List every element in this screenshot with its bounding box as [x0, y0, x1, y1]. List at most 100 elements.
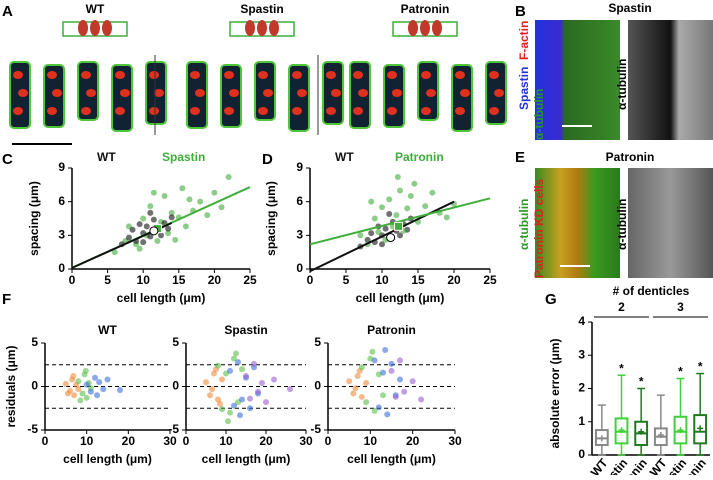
x-tick-label: 10	[137, 273, 151, 287]
x-tick-label: 10	[219, 434, 233, 448]
point	[263, 399, 269, 406]
point	[211, 189, 218, 196]
point	[82, 367, 89, 374]
group-label: Patronin	[401, 2, 450, 16]
mean-marker	[657, 432, 664, 439]
x-tick-label: 0	[325, 434, 332, 448]
x-tick-label: 10	[80, 434, 94, 448]
denticle	[489, 107, 499, 115]
x-tick-label: 20	[208, 273, 222, 287]
x-tick-label: 10	[364, 434, 378, 448]
point	[357, 232, 364, 239]
denticle	[81, 71, 91, 79]
channel-label: α-tubulin	[615, 59, 629, 110]
schematic-denticle	[269, 20, 279, 36]
mean-marker	[598, 435, 605, 442]
panel-label: C	[2, 151, 13, 168]
x-axis-label: cell length (μm)	[356, 291, 445, 305]
point	[407, 193, 414, 200]
x-tick-label: 25	[243, 273, 257, 287]
point	[79, 390, 86, 397]
mean-marker	[638, 428, 645, 435]
point	[363, 380, 370, 387]
point	[140, 239, 147, 246]
panel-label: D	[262, 151, 273, 168]
point	[71, 392, 78, 399]
point	[104, 376, 111, 383]
point	[100, 386, 107, 393]
point	[251, 360, 257, 367]
point	[418, 396, 425, 403]
point	[388, 367, 395, 374]
y-tick-label: 6	[296, 194, 303, 208]
cell	[111, 64, 133, 132]
point	[396, 376, 403, 383]
point	[140, 215, 147, 222]
point	[136, 221, 143, 228]
point	[239, 366, 245, 373]
y-tick-label: 0	[314, 379, 321, 393]
denticle	[455, 71, 465, 79]
denticle	[47, 107, 57, 115]
denticle	[353, 107, 363, 115]
significance-star: *	[619, 361, 624, 375]
point	[150, 216, 157, 223]
point	[83, 394, 90, 401]
point	[429, 189, 436, 196]
point	[379, 204, 385, 211]
point	[179, 185, 186, 192]
point	[217, 400, 223, 407]
schematic-denticle	[420, 20, 430, 36]
point	[129, 226, 136, 233]
point	[215, 362, 221, 369]
y-tick-label: 1	[578, 414, 585, 428]
point	[75, 386, 82, 393]
denticle	[224, 71, 234, 79]
denticle	[18, 89, 28, 97]
point	[259, 380, 265, 387]
point	[368, 230, 375, 237]
point	[397, 232, 403, 239]
panel-label: E	[515, 149, 525, 166]
denticle	[392, 89, 402, 97]
panel-label: F	[2, 291, 11, 308]
point	[371, 357, 378, 364]
y-tick-label: 3	[58, 228, 65, 242]
denticle	[190, 71, 200, 79]
denticle	[86, 89, 96, 97]
mean-marker	[394, 221, 404, 231]
point	[165, 225, 172, 232]
group-label: WT	[86, 2, 105, 16]
x-tick-label: 5	[104, 273, 111, 287]
significance-star: *	[698, 360, 703, 374]
significance-star: *	[639, 375, 644, 389]
point	[117, 386, 123, 393]
point	[346, 378, 353, 385]
point	[204, 212, 211, 219]
y-tick-label: 5	[314, 335, 321, 349]
point	[375, 228, 382, 235]
micrograph	[628, 20, 713, 140]
channel-label: Patronin KD cells	[532, 178, 546, 278]
point	[168, 209, 175, 216]
denticle	[331, 89, 341, 97]
point	[380, 369, 387, 376]
point	[287, 386, 293, 393]
x-tick-label: 0	[42, 434, 49, 448]
y-axis-label: spacing (μm)	[264, 181, 278, 256]
micrograph	[535, 20, 620, 140]
channel-label: Spastin	[517, 67, 531, 110]
denticle	[455, 107, 465, 115]
panel-title: Patronin	[606, 150, 655, 164]
point	[237, 412, 243, 419]
y-tick-label: 5	[172, 335, 179, 349]
denticle	[494, 89, 504, 97]
denticle	[52, 89, 62, 97]
channel-label: F-actin	[517, 21, 531, 60]
y-tick-label: 0	[31, 379, 38, 393]
schematic-denticle	[257, 20, 267, 36]
denticle	[13, 107, 23, 115]
mean-marker	[618, 427, 625, 434]
point	[392, 393, 399, 400]
point	[172, 236, 179, 243]
